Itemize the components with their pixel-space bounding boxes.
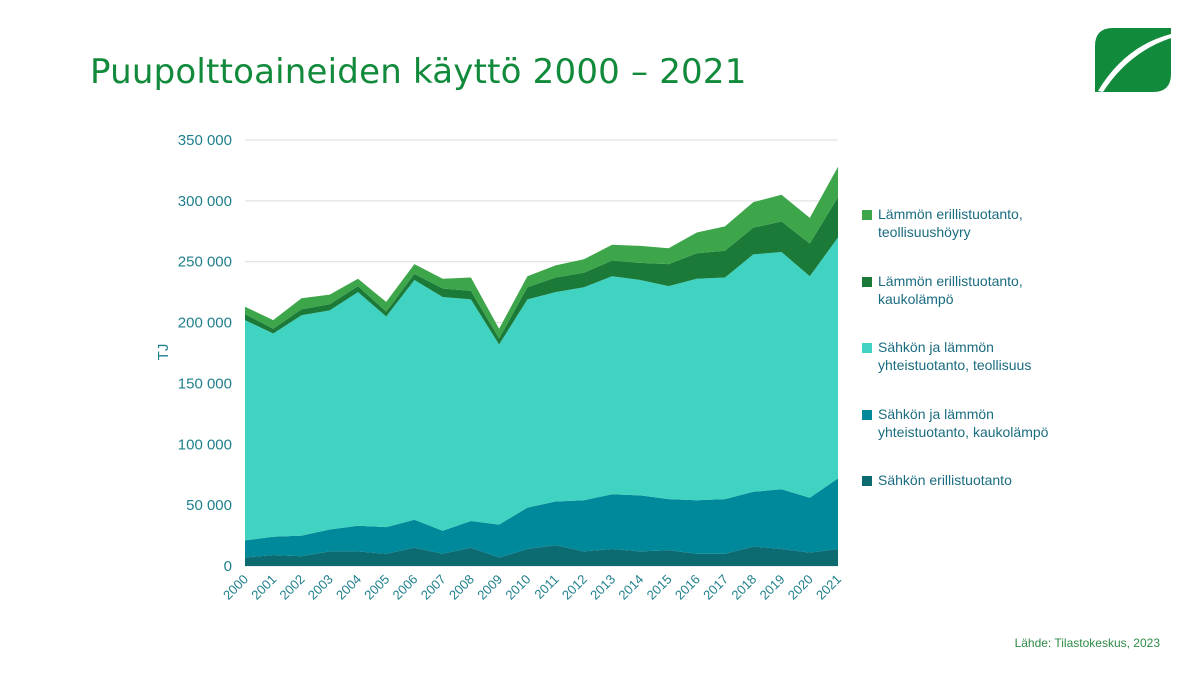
x-tick-label: 2016	[672, 572, 703, 603]
y-tick-label: 250 000	[178, 254, 232, 271]
x-tick-label: 2006	[389, 572, 420, 603]
legend-swatch	[862, 410, 872, 420]
area-series-0	[245, 545, 838, 566]
y-tick-label: 50 000	[186, 497, 232, 514]
legend-swatch	[862, 476, 872, 486]
y-tick-label: 200 000	[178, 315, 232, 332]
x-tick-label: 2003	[305, 572, 336, 603]
legend-label: Lämmön erillistuotanto, kaukolämpö	[878, 273, 1023, 307]
leaf-icon	[1095, 28, 1171, 92]
y-tick-label: 0	[224, 558, 232, 575]
x-tick-label: 2008	[446, 572, 477, 603]
x-tick-label: 2000	[220, 572, 251, 603]
y-tick-label: 150 000	[178, 375, 232, 392]
x-tick-label: 2005	[361, 572, 392, 603]
area-series-2	[245, 237, 838, 541]
area-series-4	[245, 166, 838, 339]
legend-label: Sähkön ja lämmön yhteistuotanto, kaukolä…	[878, 406, 1049, 440]
x-tick-label: 2004	[333, 572, 364, 603]
legend-label: Sähkön erillistuotanto	[878, 472, 1012, 488]
source-note: Lähde: Tilastokeskus, 2023	[1014, 636, 1160, 650]
y-tick-label: 350 000	[178, 132, 232, 149]
x-tick-label: 2017	[700, 572, 731, 603]
x-tick-label: 2021	[813, 572, 844, 603]
x-tick-label: 2014	[615, 572, 646, 603]
x-tick-label: 2012	[559, 572, 590, 603]
legend-item-teollisuus: Sähkön ja lämmön yhteistuotanto, teollis…	[862, 338, 1053, 374]
x-tick-label: 2010	[502, 572, 533, 603]
x-tick-label: 2001	[248, 572, 279, 603]
area-series-1	[245, 478, 838, 558]
legend-item-lammon-kaukolampo: Lämmön erillistuotanto, kaukolämpö	[862, 272, 1053, 308]
x-tick-label: 2009	[474, 572, 505, 603]
x-tick-label: 2011	[531, 572, 561, 602]
y-tick-label: 300 000	[178, 193, 232, 210]
x-tick-label: 2019	[757, 572, 788, 603]
area-series-3	[245, 197, 838, 345]
y-tick-label: 100 000	[178, 436, 232, 453]
legend-swatch	[862, 277, 872, 287]
legend-label: Sähkön ja lämmön yhteistuotanto, teollis…	[878, 339, 1032, 373]
x-tick-label: 2015	[644, 572, 675, 603]
legend-item-sahkon-erillistuotanto: Sähkön erillistuotanto	[862, 471, 1053, 489]
x-tick-label: 2013	[587, 572, 618, 603]
legend-item-teollisuushoyry: Lämmön erillistuotanto, teollisuushöyry	[862, 205, 1053, 241]
legend-label: Lämmön erillistuotanto, teollisuushöyry	[878, 206, 1023, 240]
x-tick-label: 2002	[277, 572, 308, 603]
y-axis-title: TJ	[155, 344, 172, 361]
x-tick-label: 2018	[728, 572, 759, 603]
legend-swatch	[862, 343, 872, 353]
x-tick-label: 2007	[418, 572, 449, 603]
legend-swatch	[862, 210, 872, 220]
x-tick-label: 2020	[785, 572, 816, 603]
legend-item-yhteistuotanto-kaukolampo: Sähkön ja lämmön yhteistuotanto, kaukolä…	[862, 405, 1053, 441]
chart-title: Puupolttoaineiden käyttö 2000 – 2021	[90, 52, 747, 92]
